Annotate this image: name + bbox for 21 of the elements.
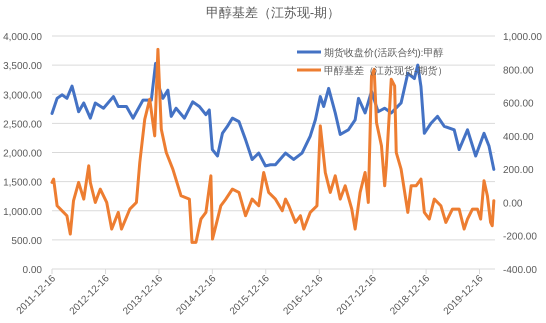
y-tick-label: 2,500.00 (3, 119, 42, 130)
chart-title: 甲醇基差（江苏现-期） (206, 5, 340, 20)
y-tick-label: 3,000.00 (3, 90, 42, 102)
y-tick-label: 1,500.00 (3, 178, 42, 189)
legend-label: 期货收盘价(活跃合约):甲醇 (324, 47, 444, 59)
y2-tick-label: 800.00 (503, 65, 534, 76)
y2-tick-label: 600.00 (503, 98, 534, 110)
y-tick-label: 4,000.00 (3, 32, 42, 43)
y2-tick-label: 400.00 (503, 132, 534, 143)
y2-tick-label: 1,000.00 (503, 32, 542, 43)
y2-tick-label: -200.00 (503, 232, 538, 243)
y2-tick-label: 200.00 (503, 165, 534, 176)
line-series (50, 48, 496, 244)
y-tick-label: 2,000.00 (3, 148, 42, 160)
y-tick-label: 1,000.00 (3, 206, 42, 218)
y-tick-label: 3,500.00 (3, 61, 42, 72)
y2-tick-label: -400.00 (503, 265, 538, 276)
y2-tick-label: 0.00 (503, 198, 523, 210)
y-tick-label: 0.00 (22, 265, 42, 276)
y-tick-label: 500.00 (11, 236, 42, 247)
line-series (50, 62, 496, 171)
